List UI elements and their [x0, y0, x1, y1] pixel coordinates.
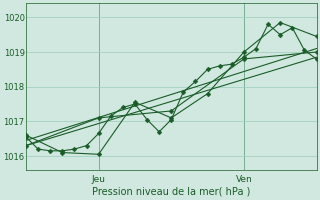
X-axis label: Pression niveau de la mer( hPa ): Pression niveau de la mer( hPa ) [92, 187, 251, 197]
